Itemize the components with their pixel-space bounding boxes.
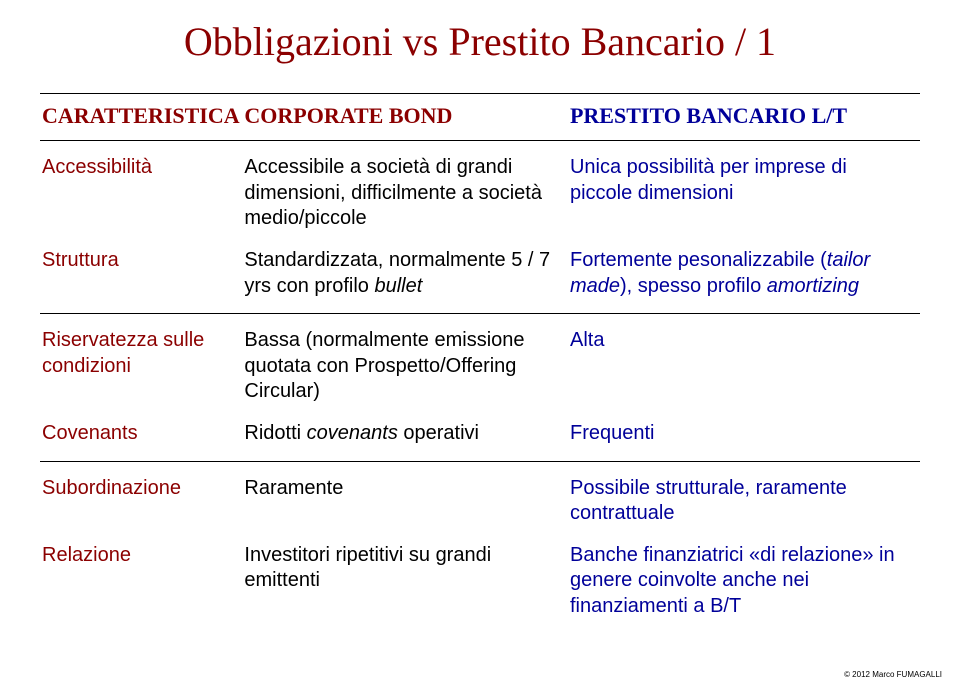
table-row: Accessibilità Accessibile a società di g…	[40, 141, 920, 240]
cell-col1: Bassa (normalmente emissione quotata con…	[242, 314, 568, 413]
row-label: Covenants	[40, 413, 242, 461]
italic-text: bullet	[374, 275, 422, 297]
cell-col1: Investitori ripetitivi su grandi emitten…	[242, 535, 568, 634]
row-label: Subordinazione	[40, 461, 242, 535]
table-row: Struttura Standardizzata, normalmente 5 …	[40, 240, 920, 314]
text: Ridotti	[244, 422, 306, 444]
table-row: Covenants Ridotti covenants operativi Fr…	[40, 413, 920, 461]
table-header-row: CARATTERISTICA CORPORATE BOND PRESTITO B…	[40, 94, 920, 141]
table-row: Riservatezza sulle condizioni Bassa (nor…	[40, 314, 920, 413]
row-label: Accessibilità	[40, 141, 242, 240]
cell-col1: Ridotti covenants operativi	[242, 413, 568, 461]
section-3: Subordinazione Raramente Possibile strut…	[40, 461, 920, 633]
cell-col2: Alta	[568, 314, 920, 413]
cell-col2: Unica possibilità per imprese di piccole…	[568, 141, 920, 240]
text: operativi	[398, 422, 479, 444]
italic-text: amortizing	[767, 275, 859, 297]
slide-title: Obbligazioni vs Prestito Bancario / 1	[40, 18, 920, 65]
cell-col2: Banche finanziatrici «di relazione» in g…	[568, 535, 920, 634]
table-row: Relazione Investitori ripetitivi su gran…	[40, 535, 920, 634]
cell-col2: Frequenti	[568, 413, 920, 461]
header-col0: CARATTERISTICA	[40, 94, 242, 141]
table-row: Subordinazione Raramente Possibile strut…	[40, 461, 920, 535]
comparison-table: CARATTERISTICA CORPORATE BOND PRESTITO B…	[40, 93, 920, 633]
cell-col2: Fortemente pesonalizzabile (tailor made)…	[568, 240, 920, 314]
header-col1: CORPORATE BOND	[242, 94, 568, 141]
italic-text: covenants	[307, 422, 398, 444]
section-2: Riservatezza sulle condizioni Bassa (nor…	[40, 314, 920, 461]
cell-col1: Accessibile a società di grandi dimensio…	[242, 141, 568, 240]
slide: Obbligazioni vs Prestito Bancario / 1 CA…	[0, 0, 960, 685]
row-label: Riservatezza sulle condizioni	[40, 314, 242, 413]
row-label: Relazione	[40, 535, 242, 634]
row-label: Struttura	[40, 240, 242, 314]
header-col2: PRESTITO BANCARIO L/T	[568, 94, 920, 141]
section-1: Accessibilità Accessibile a società di g…	[40, 141, 920, 314]
text: Fortemente pesonalizzabile (	[570, 249, 827, 271]
cell-col2: Possibile strutturale, raramente contrat…	[568, 461, 920, 535]
cell-col1: Raramente	[242, 461, 568, 535]
footer-copyright: © 2012 Marco FUMAGALLI	[844, 670, 942, 679]
cell-col1: Standardizzata, normalmente 5 / 7 yrs co…	[242, 240, 568, 314]
text: ), spesso profilo	[620, 275, 767, 297]
